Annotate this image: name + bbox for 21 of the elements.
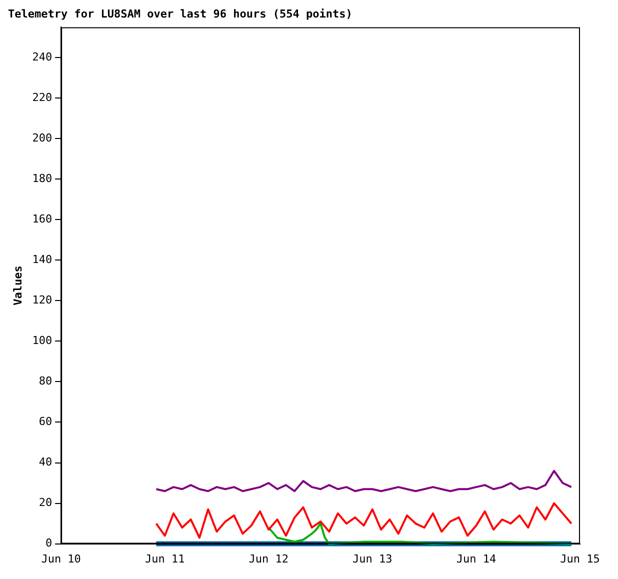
y-axis-title: Values — [11, 266, 24, 306]
y-tick-label: 100 — [32, 334, 52, 348]
y-tick-label: 80 — [38, 374, 52, 388]
x-tick-label: Jun 10 — [41, 552, 81, 566]
y-tick-label: 0 — [45, 536, 52, 550]
x-tick-label: Jun 13 — [352, 552, 392, 566]
x-tick-label: Jun 14 — [456, 552, 496, 566]
y-tick-label: 200 — [32, 131, 52, 144]
y-tick-label: 120 — [32, 294, 52, 307]
y-tick-label: 160 — [32, 212, 52, 226]
y-tick-label: 180 — [32, 172, 52, 185]
y-tick-label: 20 — [38, 496, 52, 510]
y-tick-label: 60 — [38, 415, 52, 428]
y-tick-label: 220 — [32, 90, 52, 104]
x-tick-label: Jun 12 — [248, 552, 289, 566]
y-tick-label: 40 — [38, 456, 52, 469]
y-tick-label: 140 — [32, 253, 52, 266]
x-tick-label: Jun 15 — [560, 552, 600, 566]
x-tick-label: Jun 11 — [144, 552, 185, 566]
y-tick-label: 240 — [32, 50, 52, 64]
chart-title: Telemetry for LU8SAM over last 96 hours (554 points) — [8, 7, 352, 20]
